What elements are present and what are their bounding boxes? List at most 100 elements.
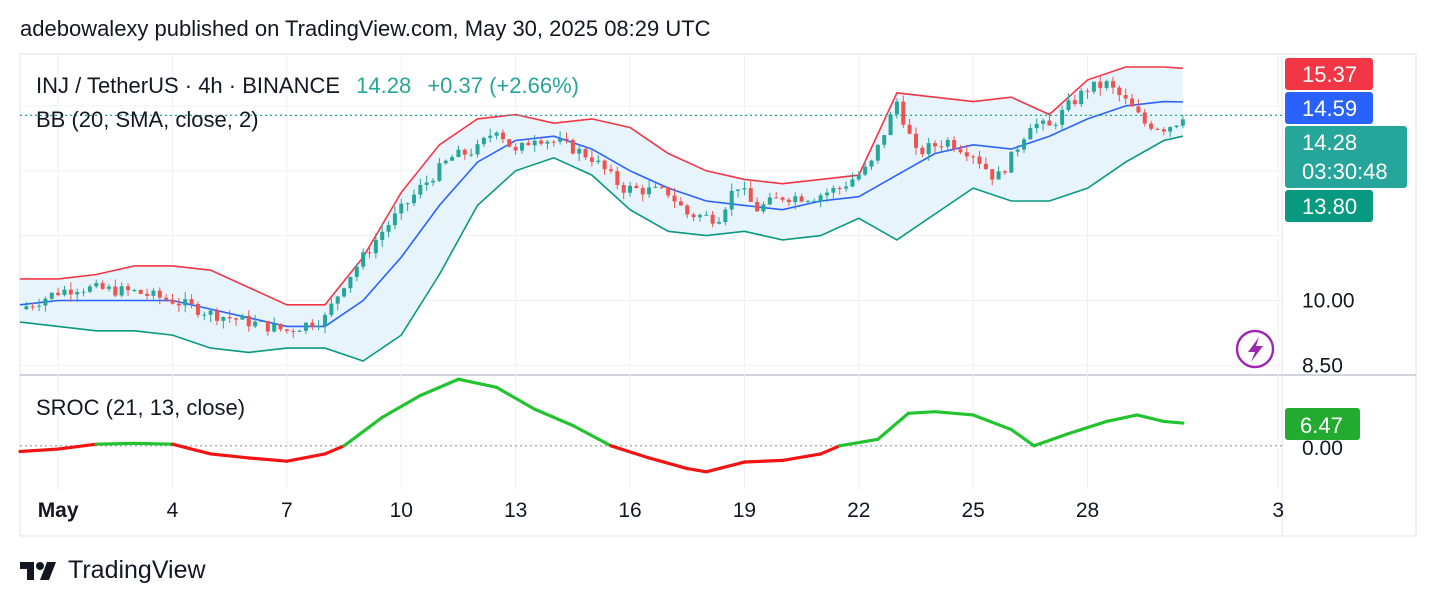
candle-body	[253, 321, 258, 327]
candle-body	[113, 286, 118, 296]
sroc-line-segment	[742, 458, 785, 464]
time-tick-label: 3	[1272, 499, 1284, 522]
candle-body	[106, 286, 111, 289]
candle-body	[1104, 81, 1109, 88]
candle-body	[323, 314, 328, 326]
candle-body	[1015, 149, 1020, 152]
candle-body	[513, 146, 518, 151]
candle-body	[920, 147, 925, 155]
sroc-line-segment	[780, 452, 823, 463]
candle-body	[786, 199, 791, 203]
price-badge-label: 14.28	[1302, 130, 1357, 155]
candle-body	[882, 135, 887, 145]
sroc-line-segment	[685, 466, 708, 474]
candle-body	[462, 149, 467, 155]
candle-body	[863, 166, 868, 175]
candle-body	[1123, 95, 1128, 99]
grid-lines	[20, 54, 1282, 490]
candle-body	[659, 186, 664, 188]
candle-body	[952, 140, 957, 150]
candle-body	[539, 140, 544, 144]
candle-body	[469, 154, 474, 156]
candle-body	[431, 180, 436, 183]
price-badge-label: 14.59	[1302, 96, 1357, 121]
candle-body	[945, 140, 950, 147]
candle-body	[983, 163, 988, 170]
symbol-legend: INJ / TetherUS · 4h · BINANCE 14.28 +0.3…	[36, 73, 579, 99]
candle-body	[316, 325, 321, 327]
candle-body	[1142, 112, 1147, 124]
candle-body	[653, 186, 658, 188]
candle-body	[1079, 90, 1084, 105]
footer: TradingView	[20, 556, 206, 585]
candle-body	[37, 305, 42, 307]
bollinger-bands	[19, 66, 1282, 362]
candle-body	[272, 323, 277, 332]
sroc-line-segment	[456, 377, 499, 389]
sroc-line-segment	[1162, 419, 1185, 425]
candle-body	[729, 190, 734, 210]
candle-body	[87, 286, 92, 292]
lightning-icon[interactable]	[1235, 329, 1275, 369]
candle-body	[716, 222, 721, 224]
candle-body	[145, 293, 150, 296]
candle-body	[189, 299, 194, 304]
candle-body	[450, 157, 455, 161]
candle-body	[1041, 120, 1046, 124]
sroc-line-segment	[1009, 427, 1036, 448]
candle-body	[869, 160, 874, 167]
candle-body	[761, 204, 766, 212]
candle-body	[818, 195, 823, 201]
sroc-value-label: 6.47	[1300, 413, 1343, 438]
price-badge	[1285, 126, 1407, 188]
candle-body	[1072, 100, 1077, 105]
candle-body	[1009, 151, 1014, 173]
candle-body	[812, 200, 817, 202]
candle-body	[1136, 106, 1141, 113]
candle-body	[418, 185, 423, 195]
candle-body	[151, 290, 156, 296]
sroc-pane	[18, 377, 1282, 474]
candle-body	[710, 214, 715, 224]
candle-body	[1053, 124, 1058, 126]
candle-body	[850, 179, 855, 187]
sroc-line-segment	[209, 452, 251, 460]
candle-body	[691, 214, 696, 218]
candle-body	[119, 286, 124, 296]
candle-body	[1168, 127, 1173, 132]
candle-body	[1155, 128, 1160, 130]
candle-body	[297, 330, 302, 332]
candle-body	[246, 315, 251, 327]
candle-body	[259, 320, 264, 322]
candle-body	[208, 310, 213, 315]
sroc-line-segment	[18, 447, 60, 454]
candle-body	[640, 188, 645, 195]
candle-body	[354, 266, 359, 277]
candle-body	[939, 146, 944, 148]
sroc-line-segment	[876, 411, 910, 441]
candle-body	[386, 225, 391, 232]
candle-body	[500, 132, 505, 140]
candle-body	[520, 142, 525, 151]
sroc-value-badge	[1285, 408, 1360, 440]
candle-body	[1034, 123, 1039, 129]
candle-body	[926, 143, 931, 155]
candle-body	[183, 299, 188, 306]
candle-body	[805, 201, 810, 203]
axis-labels: May 4 7 10 13 16 19 22 25 28 3 8.50 10.00 0.00	[38, 289, 1355, 522]
candle-body	[494, 132, 499, 136]
candle-body	[475, 144, 480, 155]
sroc-line-segment	[247, 456, 289, 463]
candle-body	[443, 160, 448, 164]
price-badge-label: 15.37	[1302, 62, 1357, 87]
time-tick-label: 25	[961, 499, 984, 522]
candle-body	[157, 290, 162, 298]
candle-body	[24, 306, 29, 310]
time-tick-label: 13	[504, 499, 527, 522]
time-tick-label: 4	[167, 499, 179, 522]
candle-body	[437, 163, 442, 181]
candle-body	[373, 239, 378, 254]
candle-body	[1130, 98, 1135, 107]
candle-body	[742, 188, 747, 190]
